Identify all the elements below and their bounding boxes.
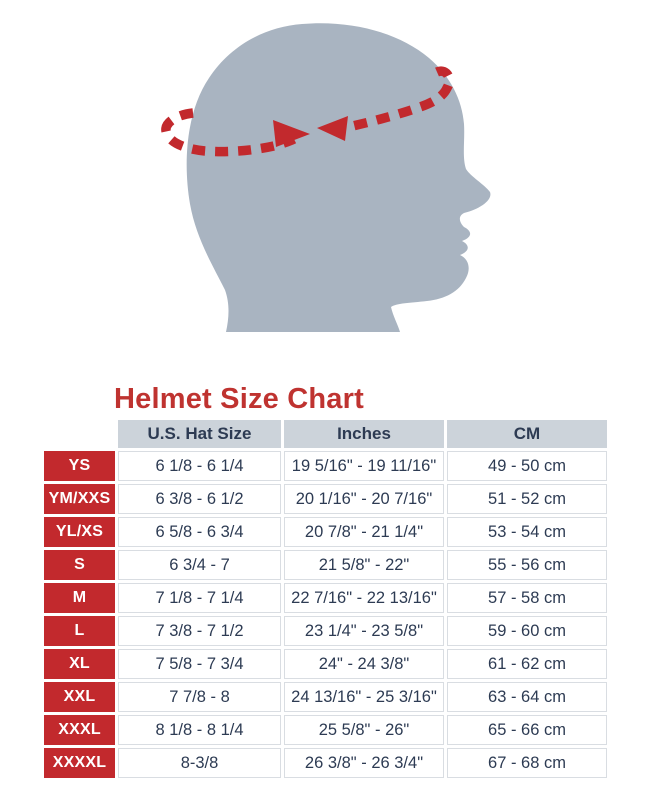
size-label-cell: S [44,550,115,580]
hat-size-cell: 7 3/8 - 7 1/2 [118,616,281,646]
column-header-inches: Inches [284,420,444,448]
head-silhouette [186,23,491,332]
column-header-hat-size: U.S. Hat Size [118,420,281,448]
cm-cell: 51 - 52 cm [447,484,607,514]
cm-cell: 63 - 64 cm [447,682,607,712]
size-label-cell: YL/XS [44,517,115,547]
size-label-cell: M [44,583,115,613]
size-label-cell: YS [44,451,115,481]
cm-cell: 65 - 66 cm [447,715,607,745]
page-title: Helmet Size Chart [114,383,364,415]
size-label-cell: XXL [44,682,115,712]
hat-size-cell: 6 1/8 - 6 1/4 [118,451,281,481]
inches-cell: 20 1/16" - 20 7/16" [284,484,444,514]
inches-cell: 24 13/16" - 25 3/16" [284,682,444,712]
hat-size-cell: 7 7/8 - 8 [118,682,281,712]
arrow-left-icon [317,116,348,141]
cm-cell: 57 - 58 cm [447,583,607,613]
inches-cell: 24" - 24 3/8" [284,649,444,679]
hat-size-cell: 8 1/8 - 8 1/4 [118,715,281,745]
inches-cell: 20 7/8" - 21 1/4" [284,517,444,547]
size-label-cell: YM/XXS [44,484,115,514]
cm-cell: 61 - 62 cm [447,649,607,679]
hat-size-cell: 6 5/8 - 6 3/4 [118,517,281,547]
measuring-band-rear-dashes [342,66,454,133]
helmet-size-table: U.S. Hat Size Inches CM YS 6 1/8 - 6 1/4… [44,420,607,778]
cm-cell: 55 - 56 cm [447,550,607,580]
cm-cell: 49 - 50 cm [447,451,607,481]
size-label-cell: XXXXL [44,748,115,778]
inches-cell: 19 5/16" - 19 11/16" [284,451,444,481]
cm-cell: 53 - 54 cm [447,517,607,547]
cm-cell: 59 - 60 cm [447,616,607,646]
measuring-band-front-dashes [161,108,297,157]
arrow-right-icon [273,120,310,147]
cm-cell: 67 - 68 cm [447,748,607,778]
inches-cell: 25 5/8" - 26" [284,715,444,745]
inches-cell: 26 3/8" - 26 3/4" [284,748,444,778]
inches-cell: 22 7/16" - 22 13/16" [284,583,444,613]
head-figure-svg [161,23,491,332]
corner-empty-cell [44,420,115,448]
size-label-cell: XL [44,649,115,679]
hat-size-cell: 7 1/8 - 7 1/4 [118,583,281,613]
hat-size-cell: 7 5/8 - 7 3/4 [118,649,281,679]
hat-size-cell: 8-3/8 [118,748,281,778]
size-label-cell: L [44,616,115,646]
hat-size-cell: 6 3/4 - 7 [118,550,281,580]
inches-cell: 23 1/4" - 23 5/8" [284,616,444,646]
hat-size-cell: 6 3/8 - 6 1/2 [118,484,281,514]
column-header-cm: CM [447,420,607,448]
inches-cell: 21 5/8" - 22" [284,550,444,580]
head-measurement-figure [0,0,648,380]
size-label-cell: XXXL [44,715,115,745]
